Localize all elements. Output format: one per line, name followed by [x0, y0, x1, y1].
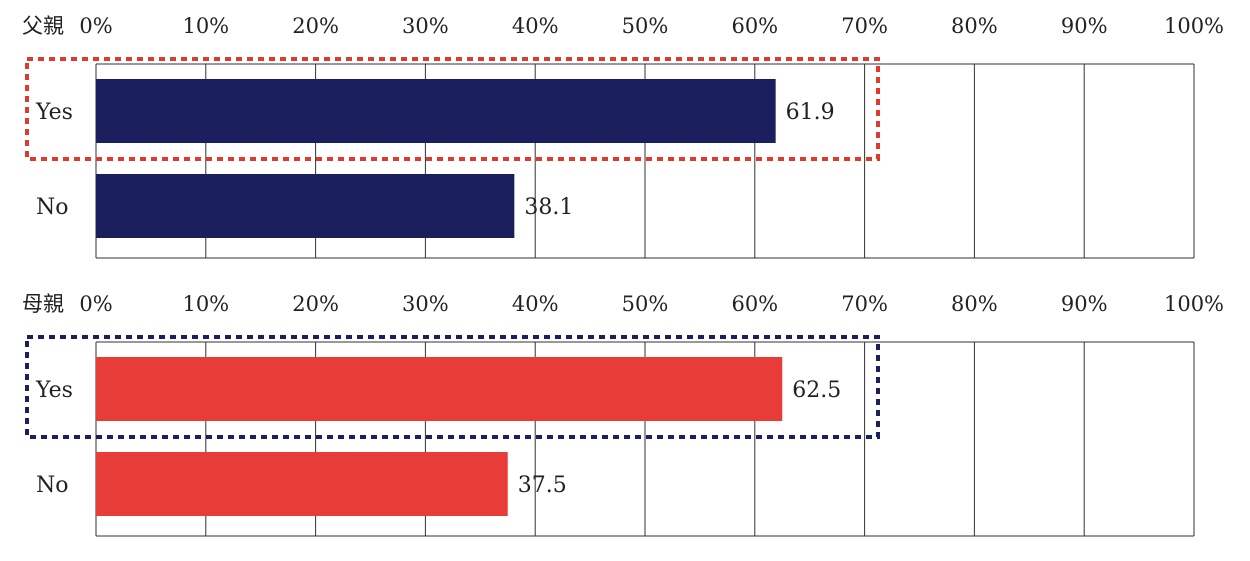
highlight-box: [25, 57, 880, 161]
tick-label: 10%: [182, 14, 229, 38]
tick-label: 70%: [841, 14, 888, 38]
chart-title: 父親: [22, 14, 64, 38]
chart-title: 母親: [22, 292, 64, 316]
tick-label: 40%: [512, 292, 559, 316]
tick-label: 100%: [1164, 292, 1224, 316]
bar-yes: [96, 79, 776, 143]
tick-label: 50%: [622, 292, 669, 316]
category-label: Yes: [35, 100, 73, 125]
value-label: 37.5: [518, 473, 567, 498]
value-label: 38.1: [524, 195, 573, 220]
category-label: No: [36, 195, 69, 220]
tick-label: 100%: [1164, 14, 1224, 38]
bar-no: [96, 452, 508, 516]
tick-label: 20%: [292, 14, 339, 38]
tick-label: 30%: [402, 292, 449, 316]
category-label: Yes: [35, 378, 73, 403]
tick-label: 70%: [841, 292, 888, 316]
tick-label: 30%: [402, 14, 449, 38]
tick-label: 80%: [951, 14, 998, 38]
bar-yes: [96, 357, 783, 421]
highlight-box: [25, 335, 880, 439]
tick-label: 60%: [731, 292, 778, 316]
chart-panel-mother: 母親 0% 10% 20% 30% 40% 50% 60% 70% 80% 90% 100% Yes 62…: [22, 292, 1224, 537]
tick-label: 40%: [512, 14, 559, 38]
tick-label: 10%: [182, 292, 229, 316]
tick-label: 0%: [79, 14, 112, 38]
category-label: No: [36, 473, 69, 498]
value-label: 61.9: [786, 100, 835, 125]
tick-label: 20%: [292, 292, 339, 316]
tick-label: 50%: [622, 14, 669, 38]
tick-label: 90%: [1061, 292, 1108, 316]
tick-label: 90%: [1061, 14, 1108, 38]
bar-no: [96, 174, 515, 238]
tick-label: 0%: [79, 292, 112, 316]
chart-panel-father: 父親 0% 10% 20% 30% 40% 50% 60% 70% 80% 90% 100% Yes 61…: [22, 14, 1224, 259]
tick-label: 80%: [951, 292, 998, 316]
value-label: 62.5: [792, 378, 841, 403]
tick-label: 60%: [731, 14, 778, 38]
